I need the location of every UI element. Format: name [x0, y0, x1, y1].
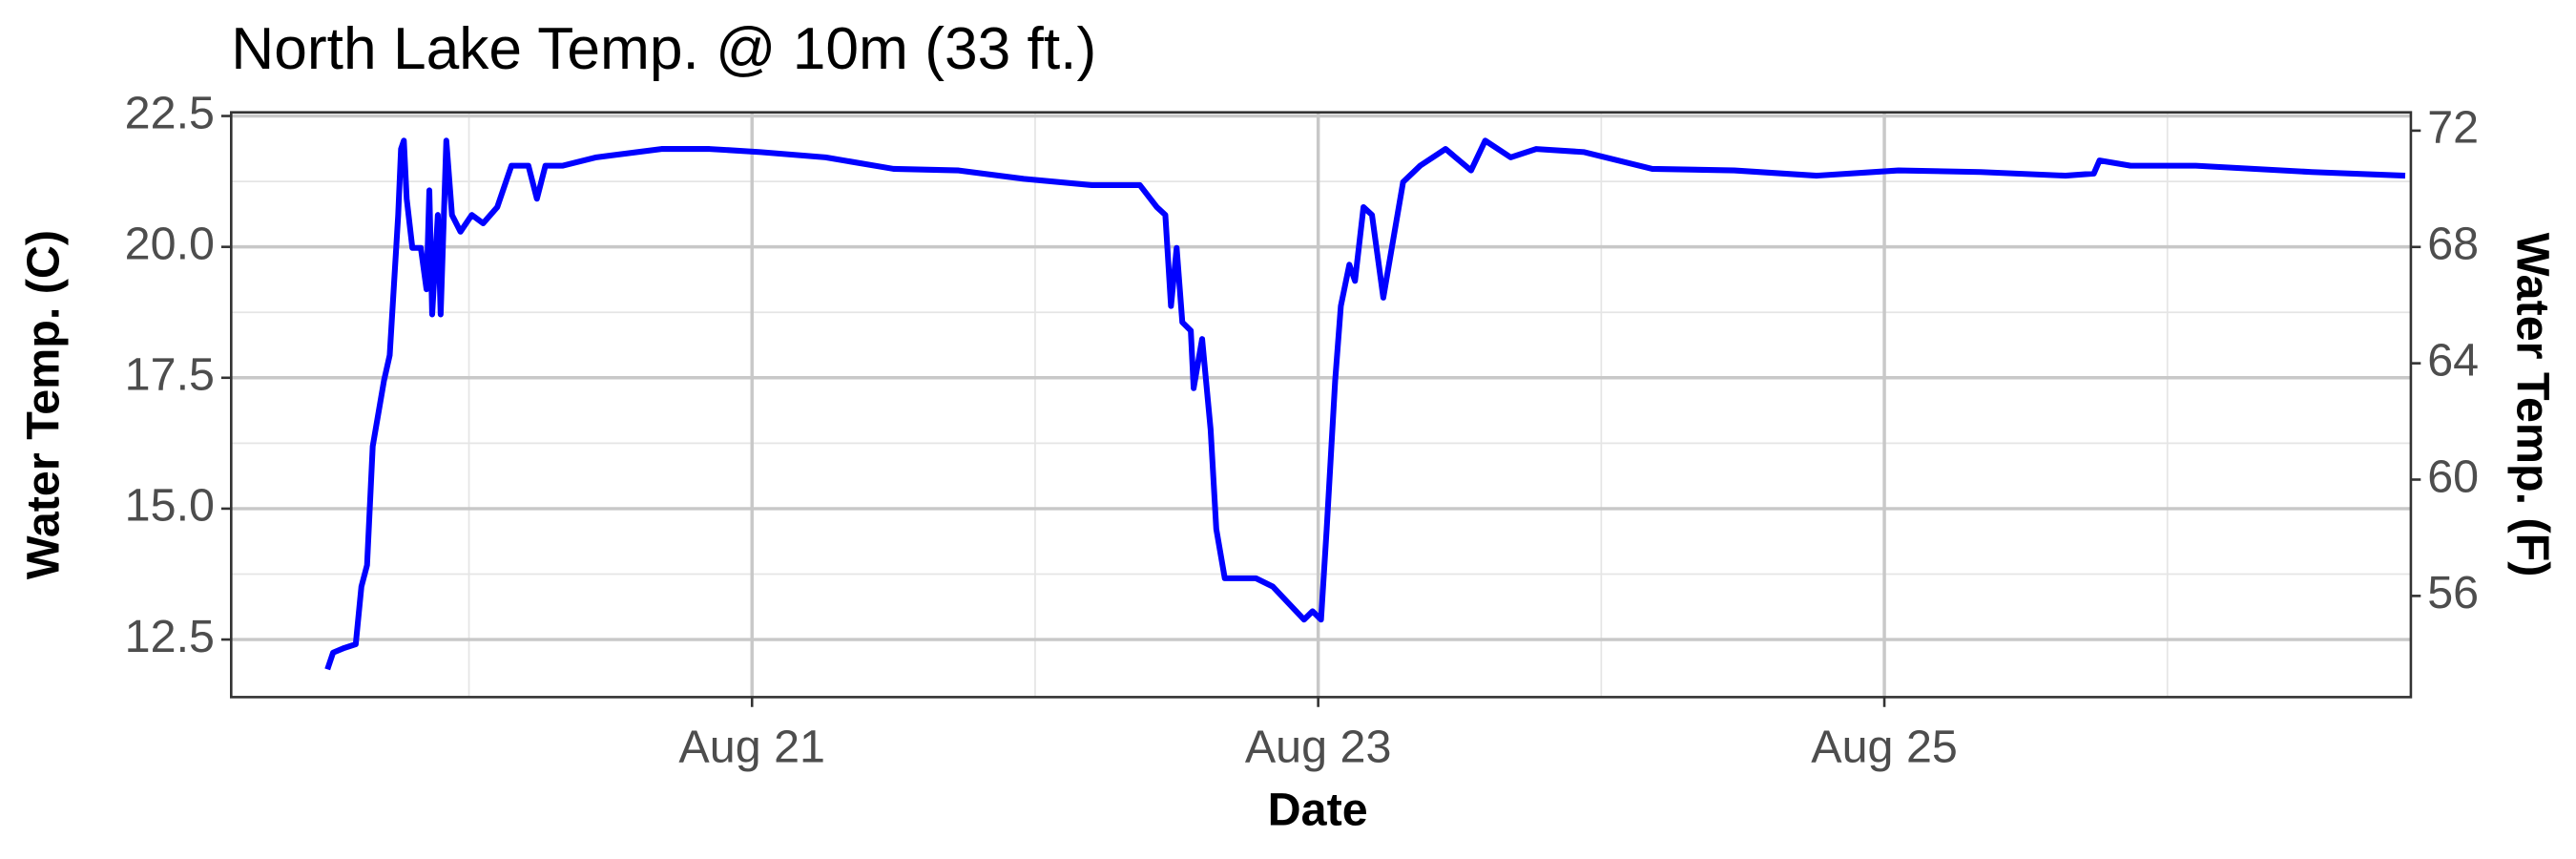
- y2-tick-label: 64: [2427, 334, 2479, 386]
- chart-title: North Lake Temp. @ 10m (33 ft.): [231, 16, 1096, 82]
- y2-tick-label: 60: [2427, 450, 2479, 502]
- y2-tick-label: 72: [2427, 102, 2479, 154]
- x-axis-label: Date: [1268, 784, 1368, 835]
- y2-axis-label: Water Temp. (F): [2507, 233, 2559, 577]
- x-tick-label: Aug 25: [1811, 722, 1958, 773]
- y2-tick-label: 68: [2427, 219, 2479, 270]
- y-tick-label: 15.0: [125, 480, 215, 532]
- x-tick-label: Aug 21: [678, 722, 825, 773]
- plot-border: [230, 111, 2413, 699]
- x-tick-label: Aug 23: [1245, 722, 1392, 773]
- y-axis-label: Water Temp. (C): [17, 230, 69, 579]
- y-tick-label: 20.0: [125, 218, 215, 269]
- y-tick-label: 17.5: [125, 349, 215, 401]
- y-tick-label: 22.5: [125, 87, 215, 138]
- y-tick-label: 12.5: [125, 611, 215, 662]
- data-line: [324, 137, 2406, 671]
- y2-tick-label: 56: [2427, 567, 2479, 618]
